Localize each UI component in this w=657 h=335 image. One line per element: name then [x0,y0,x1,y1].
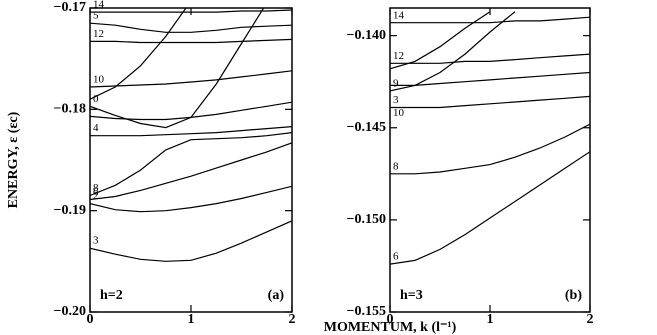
curve [90,126,292,137]
x-tick-label: 0 [387,312,394,327]
curve-label: 10 [393,107,405,119]
curve-label: 8 [93,182,99,194]
annotation: (b) [565,288,582,303]
curve-label: 14 [93,0,105,11]
curve-label: 5 [93,10,99,22]
x-tick-label: 0 [87,312,94,327]
curve-label: 14 [393,9,405,21]
curve [90,142,292,201]
curve-label: 6 [393,251,399,263]
curve [90,220,292,262]
curve [390,95,590,109]
x-tick-label: 1 [188,312,195,327]
x-tick-label: 2 [289,312,296,327]
curve [390,16,590,24]
y-tick-label: −0.140 [347,28,386,43]
annotation: h=3 [400,288,423,303]
x-tick-label: 2 [587,312,594,327]
annotation: (a) [268,288,285,303]
curve-label: 4 [93,122,99,134]
curve [90,8,265,129]
panel-frame [389,7,591,313]
x-axis-label: MOMENTUM, k (l⁻¹) [324,320,457,335]
curve [90,8,187,100]
y-tick-label: −0.17 [54,0,86,15]
y-tick-label: −0.155 [347,304,386,319]
curve-label: 3 [93,235,99,247]
curve [90,132,292,197]
curve-label: 2 [93,190,99,202]
curve [390,151,590,265]
curve-label: 6 [93,186,99,198]
y-tick-label: −0.20 [54,304,86,319]
curve-label: 0 [93,93,99,105]
y-tick-label: −0.150 [347,212,386,227]
curve [390,71,590,86]
y-axis-label: ENERGY, ε (εc) [6,111,21,208]
curve-label: 10 [93,74,105,86]
y-tick-label: −0.145 [347,120,386,135]
annotation: h=2 [100,288,123,303]
curves [90,8,292,262]
curve-label: 3 [393,94,399,106]
y-tick-label: −0.19 [54,203,86,218]
curve [90,70,292,88]
curve [390,11,491,70]
curve [390,123,590,175]
curve-label: 8 [393,160,399,172]
curve [90,101,292,121]
x-tick-label: 1 [487,312,494,327]
curve [90,185,292,213]
curve-label: 12 [93,28,104,40]
panel-frame [89,7,293,313]
curve [90,9,292,13]
curve-label: 12 [393,50,404,62]
y-tick-label: −0.18 [54,102,86,117]
curve [390,53,590,64]
curve [90,22,292,33]
curve [90,38,292,44]
curves [390,11,590,265]
curve [390,11,516,92]
curve-label: 9 [393,77,399,89]
